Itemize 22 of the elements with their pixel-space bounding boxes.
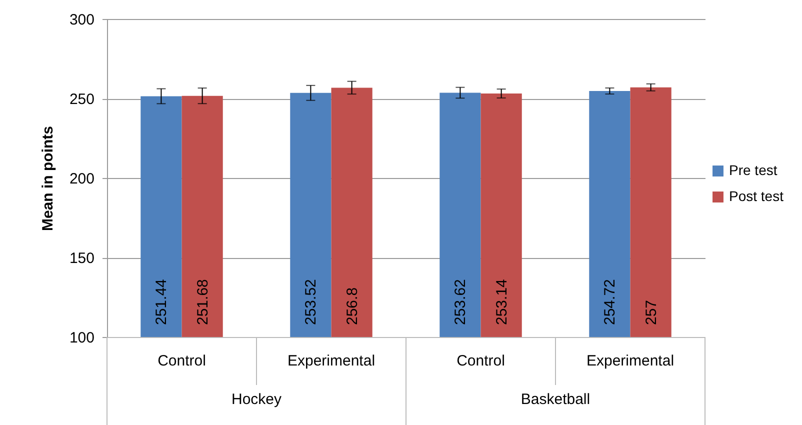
y-axis-title: Mean in points (39, 126, 56, 231)
data-label: 251.44 (153, 279, 170, 325)
x-tick-label: Experimental (586, 352, 674, 370)
y-tick-label: 250 (69, 91, 94, 108)
data-label: 254.72 (602, 279, 619, 325)
data-label: 253.14 (493, 279, 510, 325)
x-tick-label: Control (456, 352, 505, 370)
y-tick-label: 150 (69, 250, 94, 267)
legend-label: Post test (729, 188, 784, 204)
data-label: 251.68 (194, 279, 212, 325)
data-label: 257 (642, 300, 660, 325)
legend-label: Pre test (729, 162, 778, 178)
data-label: 253.52 (302, 279, 320, 325)
text: Hockey (231, 391, 282, 408)
y-tick-label: 100 (69, 330, 94, 346)
text: Basketball (520, 391, 590, 408)
y-tick-label: 200 (69, 170, 94, 188)
data-label: 253.62 (452, 279, 470, 325)
x-tick-label: Control (158, 352, 206, 370)
x-tick-label: Experimental (287, 352, 376, 370)
y-tick-label: 300 (69, 12, 94, 28)
data-label: 256.8 (344, 287, 361, 325)
